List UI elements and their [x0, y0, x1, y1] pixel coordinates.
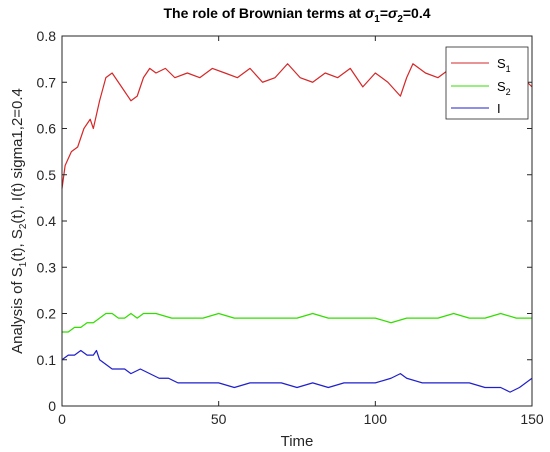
y-tick-label: 0.2 [37, 306, 57, 322]
series-group [61, 63, 533, 393]
plot-area: 0 50 100 150 0 0.1 0.2 0.3 0.4 0.5 0.6 0.7 0.8 [37, 28, 544, 427]
y-axis-title: Analysis of S1(t), S2(t), I(t) sigma1,2=… [9, 88, 29, 354]
legend-label-i: I [497, 101, 501, 116]
x-tick-label: 50 [211, 411, 227, 427]
series-s2-line [62, 312, 532, 333]
x-tick-label: 0 [58, 411, 66, 427]
y-tick-label: 0.1 [37, 352, 57, 368]
y-tick-label: 0.7 [37, 74, 57, 90]
series-s1-line [61, 63, 533, 189]
series-i-line [61, 349, 533, 393]
y-tick-label: 0.5 [37, 167, 57, 183]
legend-label-s2: S2 [497, 79, 511, 97]
y-tick-label: 0.3 [37, 259, 57, 275]
chart-title: The role of Brownian terms at σ1=σ2=0.4 [163, 5, 430, 25]
legend-box [445, 46, 529, 120]
legend-label-s1: S1 [497, 56, 511, 74]
y-tick-label: 0 [48, 398, 56, 414]
x-tick-label: 150 [520, 411, 544, 427]
y-tick-label: 0.4 [37, 213, 57, 229]
plot-frame [61, 35, 533, 407]
x-axis-title: Time [281, 433, 314, 450]
x-tick-label: 100 [364, 411, 388, 427]
ticks-group: 0 50 100 150 0 0.1 0.2 0.3 0.4 0.5 0.6 0.7 0.8 [37, 28, 544, 427]
y-tick-label: 0.8 [37, 28, 57, 44]
legend: S1 S2 I [445, 46, 529, 120]
y-tick-label: 0.6 [37, 121, 57, 137]
